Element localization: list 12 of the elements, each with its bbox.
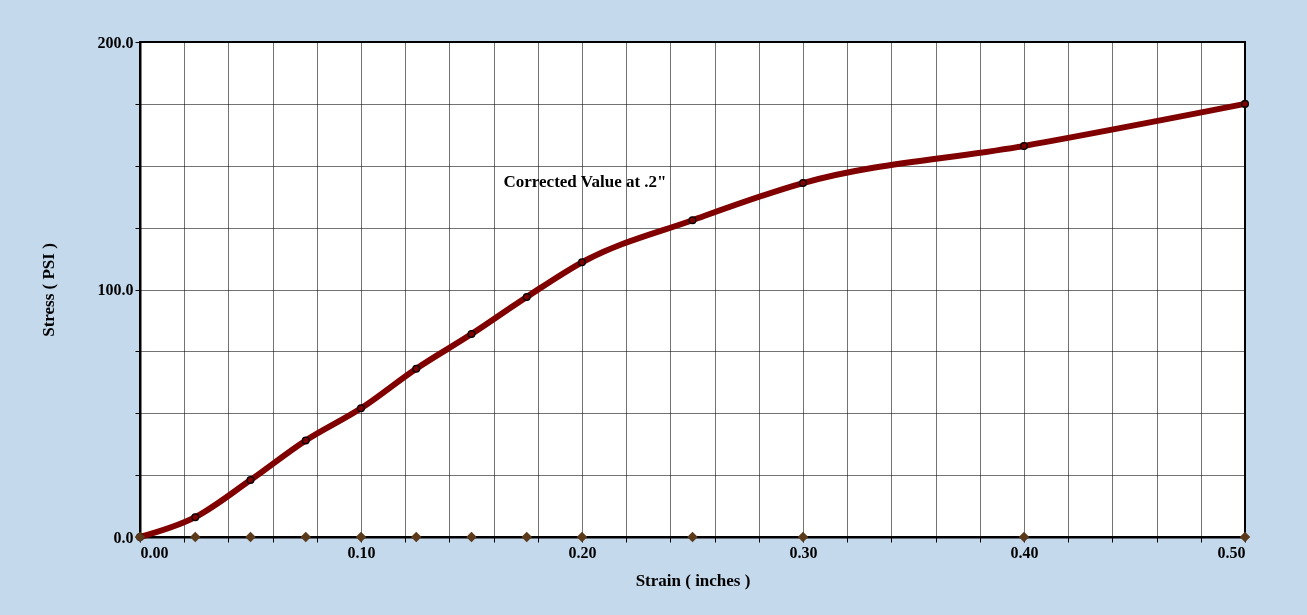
y-tick-label: 100.0 bbox=[97, 281, 134, 298]
y-axis-title: Stress ( PSI ) bbox=[38, 243, 58, 337]
x-tick-label: 0.50 bbox=[1217, 543, 1246, 561]
x-axis-title: Strain ( inches ) bbox=[635, 570, 751, 590]
x-tick-label: 0.40 bbox=[1010, 543, 1039, 561]
annotation: Corrected Value at .2" bbox=[503, 172, 667, 191]
x-tick-label: 0.20 bbox=[568, 543, 597, 561]
y-tick-label: 200.0 bbox=[97, 33, 134, 51]
y-tick-label: 0.0 bbox=[113, 528, 134, 546]
x-tick-label: 0.30 bbox=[789, 543, 818, 561]
x-tick-label: 0.10 bbox=[347, 543, 376, 561]
x-tick-label: 0.00 bbox=[140, 543, 169, 561]
